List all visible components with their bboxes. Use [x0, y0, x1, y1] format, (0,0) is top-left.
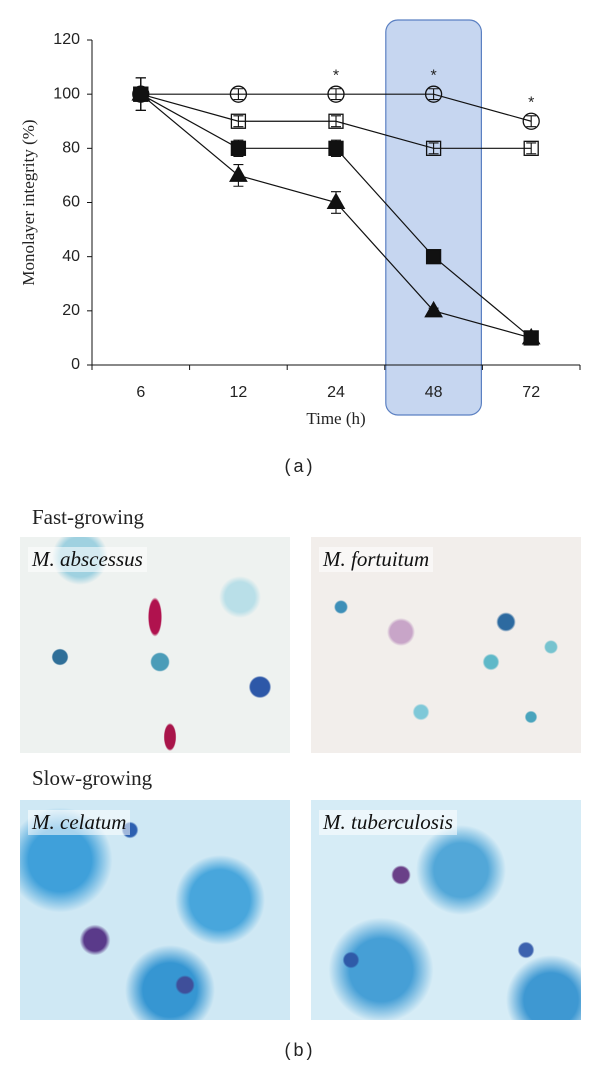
annotation: * — [333, 67, 339, 84]
y-tick-label: 120 — [53, 31, 80, 48]
x-tick-label: 24 — [327, 384, 345, 401]
x-tick-label: 48 — [425, 384, 443, 401]
error-bar — [428, 88, 439, 101]
image-label: M. fortuitum — [319, 547, 434, 572]
marker — [230, 140, 247, 156]
caption: (a) — [284, 456, 316, 476]
marker — [424, 85, 443, 103]
error-bar — [526, 142, 537, 155]
marker — [229, 85, 248, 103]
image-label: M. tuberculosis — [319, 810, 457, 835]
marker — [425, 249, 442, 265]
group-title: Fast-growing — [32, 505, 144, 529]
x-axis-label: Time (h) — [306, 409, 365, 428]
image-label: M. abscessus — [28, 547, 147, 572]
y-tick-label: 80 — [62, 140, 80, 157]
micrograph: M. fortuitum — [311, 537, 581, 753]
marker — [521, 327, 541, 345]
error-bar — [331, 115, 341, 128]
marker — [522, 112, 540, 130]
caption: (b) — [284, 1040, 316, 1060]
marker — [328, 113, 344, 129]
chart: 0 20 40 60 80 100 120 6 12 24 48 72 Monolayer integr… — [19, 19, 581, 428]
y-tick-label: 0 — [71, 356, 80, 373]
marker — [230, 113, 247, 129]
marker — [425, 140, 442, 156]
image-label: M. celatum — [28, 810, 131, 835]
micrograph: M. tuberculosis — [311, 800, 581, 1020]
x-tick-label: 6 — [136, 384, 145, 401]
y-axis-label: Monolayer integrity (%) — [19, 119, 38, 285]
y-tick-label: 40 — [62, 248, 80, 265]
error-bar — [331, 88, 341, 101]
y-tick-label: 100 — [53, 85, 80, 102]
y-tick-label: 60 — [62, 194, 80, 211]
error-bar — [233, 88, 244, 101]
marker — [326, 192, 346, 209]
annotation: * — [528, 94, 534, 111]
marker — [328, 140, 344, 156]
highlight-band — [385, 19, 482, 416]
error-bar — [526, 115, 537, 128]
marker — [229, 165, 248, 182]
marker — [523, 140, 539, 156]
error-bar — [428, 142, 439, 155]
micrograph: M. abscessus — [20, 537, 290, 753]
micrograph: M. celatum — [20, 800, 290, 1020]
marker — [327, 85, 345, 103]
x-tick-label: 72 — [522, 384, 540, 401]
error-bar — [233, 115, 244, 128]
x-tick-label: 12 — [230, 384, 248, 401]
y-tick-label: 20 — [62, 302, 80, 319]
group-title: Slow-growing — [32, 766, 153, 790]
marker — [131, 84, 151, 101]
annotation: * — [430, 67, 436, 84]
marker — [424, 300, 443, 318]
